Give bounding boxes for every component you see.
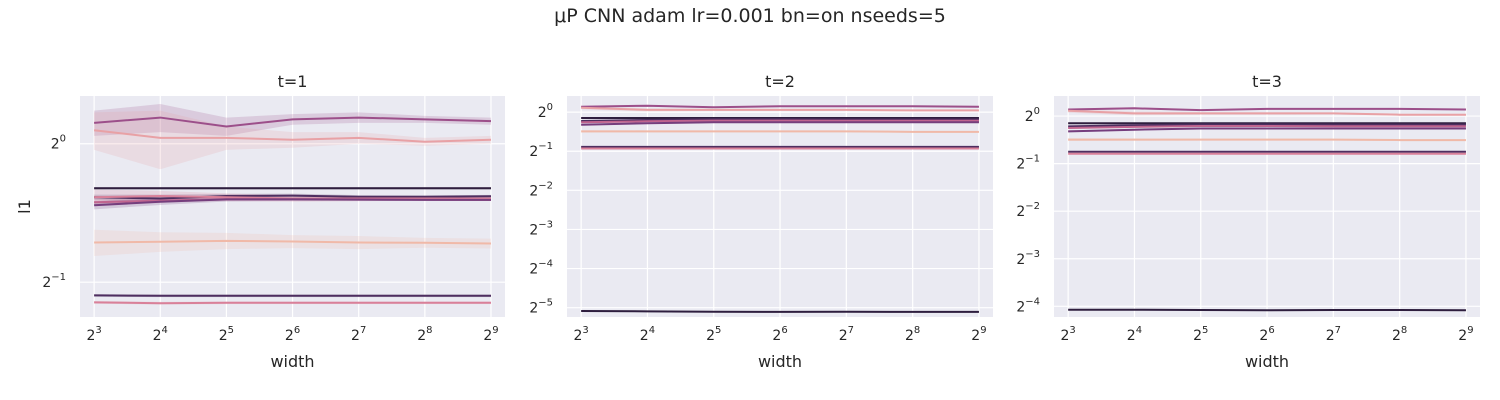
- y-tick-label: 2−4: [1016, 296, 1040, 315]
- subplot-title: t=2: [765, 72, 795, 91]
- y-tick-label: 2−4: [529, 259, 553, 278]
- y-tick-label: 2−1: [42, 272, 66, 291]
- x-tick-label: 23: [574, 325, 589, 344]
- x-tick-label: 29: [1458, 325, 1473, 344]
- series-6-line: [1068, 127, 1466, 133]
- x-tick-label: 26: [772, 325, 787, 344]
- y-tick-label: 2−5: [529, 298, 553, 317]
- subplot-1: 23 24 25 26 27 28 29 20 2−1 t=1 width l1: [15, 72, 505, 371]
- x-axis-label: width: [1245, 352, 1289, 371]
- series-6-line: [581, 121, 979, 126]
- x-tick-label: 25: [219, 325, 234, 344]
- y-tick-label: 2−3: [1016, 249, 1040, 268]
- series-8-line: [94, 239, 491, 245]
- y-tick-label: 2−1: [1016, 154, 1040, 173]
- y-tick-label: 2−2: [1016, 201, 1040, 220]
- y-tick-label: 20: [51, 134, 66, 153]
- x-tick-label: 25: [1193, 325, 1208, 344]
- x-tick-label: 27: [351, 325, 366, 344]
- series-8-band: [94, 229, 491, 257]
- x-tick-label: 23: [86, 325, 101, 344]
- series-5-line: [581, 119, 979, 124]
- x-tick-label: 28: [1392, 325, 1407, 344]
- subplot-title: t=1: [278, 72, 308, 91]
- x-tick-label: 25: [706, 325, 721, 344]
- series-10-line: [581, 309, 979, 313]
- figure-title: μP CNN adam lr=0.001 bn=on nseeds=5: [554, 5, 946, 27]
- series-5-band: [94, 189, 491, 206]
- series-10-line: [94, 301, 491, 305]
- y-tick-label: 20: [538, 102, 553, 121]
- series-2-line: [581, 106, 979, 112]
- x-tick-label: 29: [483, 325, 498, 344]
- series-1-line: [94, 116, 492, 128]
- y-tick-label: 20: [1025, 106, 1040, 125]
- x-tick-label: 27: [839, 325, 854, 344]
- subplot-3: 23 24 25 26 27 28 29 20 2−1 2−2 2−3 2−4 t=3 width: [1016, 72, 1480, 371]
- series-4-line: [581, 118, 979, 122]
- x-tick-label: 27: [1326, 325, 1341, 344]
- x-axis-label: width: [758, 352, 802, 371]
- subplot-title: t=3: [1252, 72, 1282, 91]
- x-tick-label: 24: [1127, 325, 1142, 344]
- y-tick-label: 2−3: [529, 219, 553, 238]
- series-1-line: [581, 104, 979, 109]
- x-tick-label: 26: [1259, 325, 1274, 344]
- x-tick-label: 24: [153, 325, 168, 344]
- series-10-line: [1068, 308, 1466, 312]
- series-4-line: [94, 194, 491, 200]
- x-tick-label: 23: [1061, 325, 1076, 344]
- y-axis-label: l1: [15, 199, 34, 214]
- x-tick-label: 28: [417, 325, 432, 344]
- x-tick-label: 26: [285, 325, 300, 344]
- series-1-line: [1068, 107, 1466, 112]
- x-tick-label: 24: [640, 325, 655, 344]
- x-tick-label: 29: [971, 325, 986, 344]
- series-5-line: [1068, 125, 1466, 130]
- series-4-line: [1068, 123, 1466, 128]
- subplot-2: 23 24 25 26 27 28 29 20 2−1 2−2 2−3 2−4 2−5 t=2 width: [529, 72, 993, 371]
- y-tick-label: 2−2: [529, 180, 553, 199]
- series-2-line: [94, 129, 492, 143]
- y-tick-label: 2−1: [529, 141, 553, 160]
- x-tick-label: 28: [905, 325, 920, 344]
- series-2-line: [1068, 109, 1466, 116]
- series-7-line: [94, 198, 491, 207]
- x-axis-label: width: [270, 352, 314, 371]
